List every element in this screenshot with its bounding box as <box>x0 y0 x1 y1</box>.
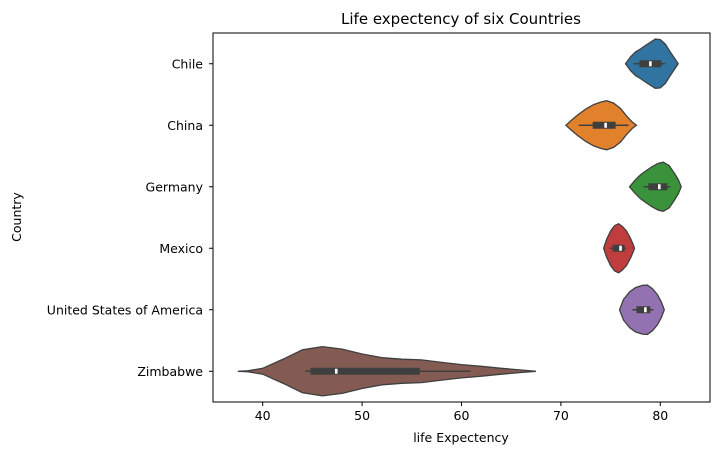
y-tick-label: Germany <box>146 179 204 194</box>
y-axis-ticks: Chile China Germany Mexico United States of … <box>47 56 213 379</box>
y-tick-label: United States of America <box>47 302 203 317</box>
iqr-box <box>310 367 420 375</box>
x-tick-label: 80 <box>652 408 668 423</box>
y-axis-label: Country <box>9 192 24 242</box>
median-marker <box>604 122 607 128</box>
x-tick-label: 70 <box>553 408 569 423</box>
median-marker <box>644 307 647 313</box>
chart-title: Life expectency of six Countries <box>341 10 581 28</box>
violin-chile <box>624 38 679 89</box>
median-marker <box>334 368 338 374</box>
x-tick-label: 60 <box>454 408 470 423</box>
median-marker <box>658 184 661 190</box>
iqr-box <box>648 183 668 191</box>
x-tick-label: 40 <box>255 408 271 423</box>
iqr-box <box>636 306 651 314</box>
iqr-box <box>592 121 616 129</box>
violin-mexico <box>602 222 636 274</box>
violin-china <box>564 100 638 151</box>
y-tick-label: China <box>167 118 203 133</box>
violin-germany <box>628 161 682 212</box>
y-tick-label: Zimbabwe <box>137 364 203 379</box>
y-tick-label: Mexico <box>159 241 203 256</box>
median-marker <box>619 245 622 251</box>
plot-frame <box>212 32 711 403</box>
iqr-box <box>612 244 625 252</box>
violin-group <box>237 38 682 397</box>
violin-united-states-of-america <box>618 284 665 336</box>
x-tick-label: 50 <box>354 408 370 423</box>
x-axis-ticks: 40 50 60 70 80 <box>255 402 668 423</box>
median-marker <box>649 61 652 67</box>
y-tick-label: Chile <box>172 56 204 71</box>
violin-zimbabwe <box>237 345 537 397</box>
x-axis-label: life Expectency <box>413 430 509 445</box>
